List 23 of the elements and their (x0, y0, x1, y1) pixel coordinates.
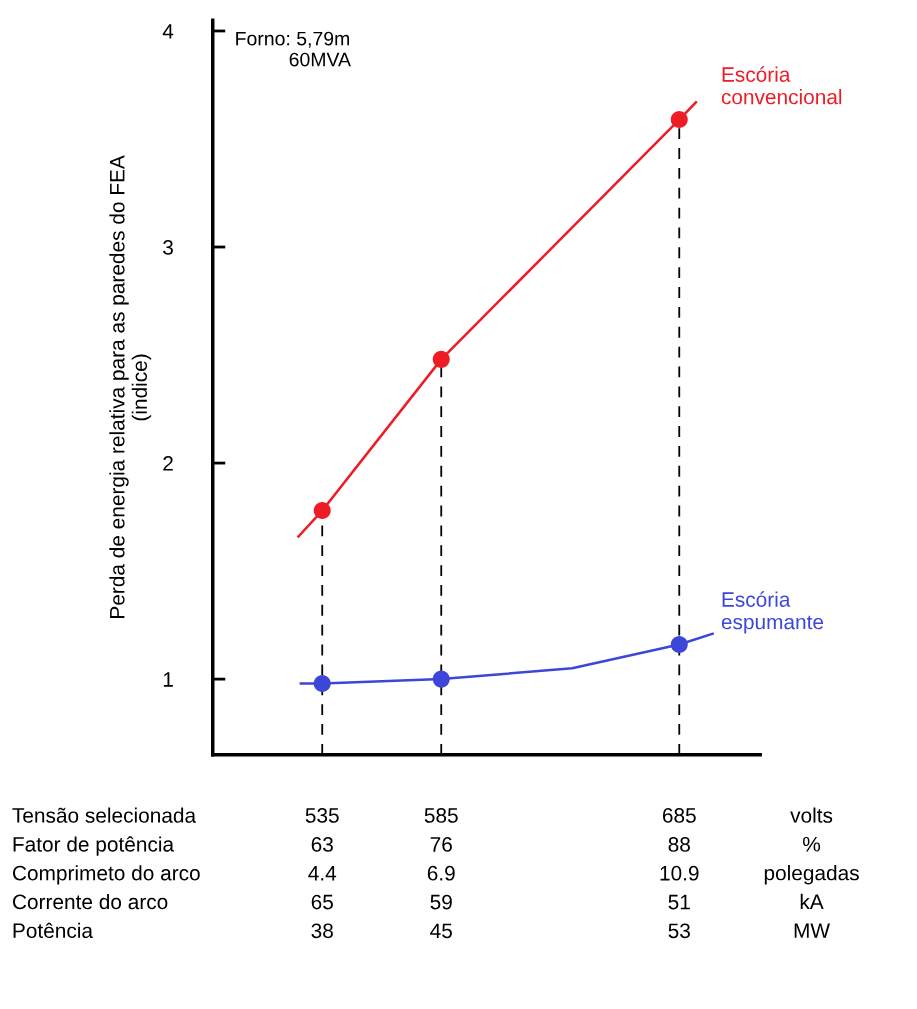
point (432, 350, 450, 368)
x-tick-label: 535 (305, 808, 339, 823)
point (313, 502, 331, 520)
text: 63 4.4 65 38 (308, 837, 337, 939)
text: 76 6.9 59 45 (427, 837, 455, 939)
y-axis-title: Perda de energia relativa para as paredes do FEA (indice) (109, 155, 152, 618)
y-tick-label: 2 (163, 456, 173, 471)
text: volts % polegadas kA MW (764, 807, 859, 938)
point (313, 674, 331, 692)
x-tick-label: 685 (662, 808, 696, 823)
point (432, 670, 450, 688)
point (670, 636, 688, 654)
text: Tensão selecionada Fator de potência Comprimeto do arco Corrente do arco Potência (12, 807, 200, 939)
annotation: Forno: 5,79m 60MVA (236, 31, 351, 67)
x-tick-label: 585 (424, 808, 458, 823)
series-label: Escória convencional (721, 66, 842, 105)
y-tick-label: 3 (163, 240, 173, 255)
y-tick-label: 1 (163, 672, 173, 687)
point (670, 111, 688, 129)
series-label: Escória espumante (721, 591, 824, 634)
text: 88 10.9 51 53 (660, 837, 699, 939)
line-series (297, 101, 698, 538)
y-tick-label: 4 (162, 24, 174, 39)
